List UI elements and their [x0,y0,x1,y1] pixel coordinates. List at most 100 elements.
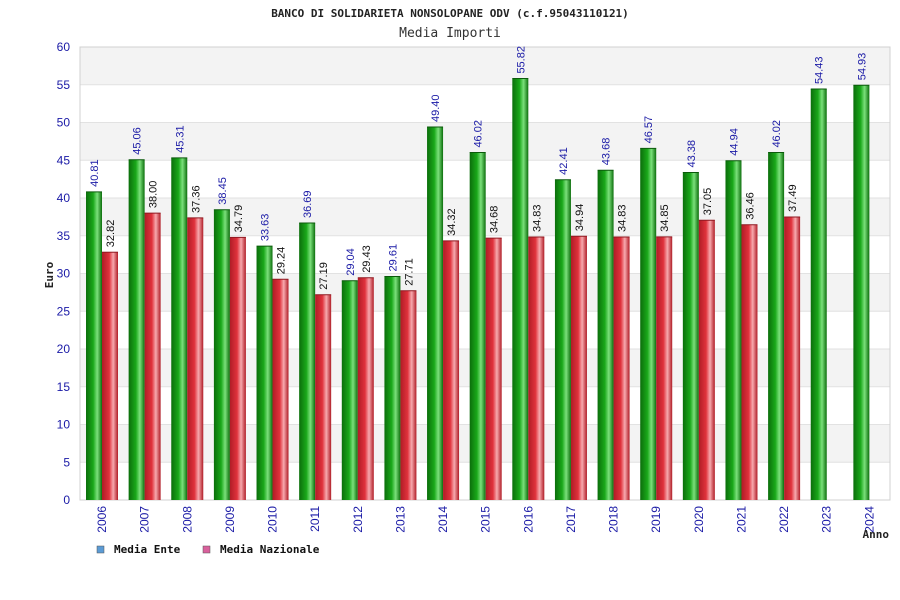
legend-label-media-ente: Media Ente [114,543,181,556]
bar-media-ente [810,89,827,500]
legend-swatch-media-ente [96,545,105,554]
x-tick-label: 2020 [692,506,706,533]
bar-media-ente [853,85,870,500]
x-tick-label: 2021 [734,506,748,533]
bar-media-ente [469,152,486,500]
data-label-media-nazionale: 34.83 [617,205,629,233]
data-label-media-nazionale: 34.85 [659,204,671,232]
data-label-media-nazionale: 38.00 [148,181,160,209]
y-tick-label: 15 [57,380,71,394]
x-tick-label: 2015 [479,506,493,533]
data-label-media-ente: 54.93 [856,53,868,81]
x-tick-label: 2024 [862,506,876,533]
bar-media-nazionale [485,238,502,500]
y-tick-label: 60 [57,40,71,54]
bar-media-nazionale [102,252,118,500]
grid-band [80,84,890,123]
data-label-media-ente: 43.38 [686,140,698,168]
data-label-media-nazionale: 34.79 [233,205,245,233]
y-tick-label: 10 [57,418,71,432]
x-tick-label: 2010 [266,506,280,533]
data-label-media-nazionale: 27.19 [318,262,330,290]
data-label-media-ente: 42.41 [558,147,570,175]
data-label-media-ente: 29.61 [387,244,399,272]
bar-media-nazionale [357,277,374,500]
y-tick-label: 25 [57,304,71,318]
data-label-media-ente: 49.40 [430,94,442,122]
data-label-media-ente: 44.94 [728,128,740,156]
chart-title: BANCO DI SOLIDARIETA NONSOLOPANE ODV (c.… [271,7,629,20]
bar-media-ente [86,191,102,500]
y-axis-label: Euro [43,261,56,288]
bar-media-ente [213,209,230,500]
data-label-media-ente: 29.04 [345,248,357,276]
y-axis-ticks: 0 5 10 15 20 25 30 35 40 45 50 55 60 [57,40,71,507]
y-tick-label: 30 [57,267,71,281]
data-label-media-ente: 46.57 [643,116,655,144]
data-label-media-nazionale: 29.43 [361,245,373,273]
y-tick-label: 0 [63,493,70,507]
data-label-media-ente: 46.02 [473,120,485,148]
bar-media-nazionale [528,237,545,500]
bar-media-ente [256,246,273,500]
y-tick-label: 35 [57,229,71,243]
bar-media-ente [384,276,401,500]
data-label-media-ente: 54.43 [814,57,826,85]
bar-media-ente [597,170,614,500]
data-label-media-ente: 36.69 [302,190,314,218]
data-label-media-ente: 55.82 [515,46,527,74]
bar-media-nazionale [698,220,715,500]
x-tick-label: 2006 [95,506,109,533]
x-tick-label: 2019 [649,506,663,533]
data-label-media-nazionale: 34.83 [531,205,543,233]
x-tick-label: 2008 [180,506,194,533]
bar-media-ente [682,172,699,500]
x-axis-label: Anno [863,528,890,541]
data-label-media-nazionale: 32.82 [105,220,117,248]
x-tick-label: 2022 [777,506,791,533]
x-tick-label: 2017 [564,506,578,533]
bar-media-nazionale [570,236,587,500]
bar-media-ente [640,148,657,501]
bars: 40.81 32.82 45.06 38.00 45.31 37.36 38.45 34.79… [86,46,870,501]
data-label-media-nazionale: 34.68 [489,206,501,234]
bar-media-nazionale [613,237,630,500]
x-tick-label: 2023 [820,506,834,533]
y-tick-label: 45 [57,153,71,167]
x-tick-label: 2007 [138,506,152,533]
y-tick-label: 40 [57,191,71,205]
data-label-media-nazionale: 36.46 [744,192,756,220]
data-label-media-ente: 33.63 [260,214,272,242]
data-label-media-nazionale: 34.94 [574,204,586,232]
legend-swatch-media-nazionale [202,545,211,554]
y-tick-label: 55 [57,78,71,92]
bar-media-ente [725,160,742,500]
x-axis-ticks: 2006 2007 2008 2009 2010 2011 2012 2013 2014 2015… [95,506,876,533]
x-tick-label: 2018 [607,506,621,533]
x-tick-label: 2013 [393,506,407,533]
data-label-media-nazionale: 34.32 [446,208,458,236]
x-tick-label: 2014 [436,506,450,533]
bar-media-nazionale [272,279,289,500]
grid-band [80,47,890,85]
data-label-media-ente: 46.02 [771,120,783,148]
bar-media-ente [427,127,444,500]
x-tick-label: 2012 [351,506,365,533]
bar-media-nazionale [187,217,204,500]
bar-media-nazionale [741,224,758,501]
data-label-media-ente: 43.68 [601,138,613,166]
bar-media-ente [554,179,571,500]
bar-media-nazionale [443,240,460,500]
bar-media-ente [341,280,358,500]
data-label-media-ente: 38.45 [217,177,229,205]
bar-media-ente [512,78,529,501]
data-label-media-nazionale: 29.24 [276,247,288,275]
bar-media-nazionale [400,290,417,500]
bar-media-nazionale [656,236,673,500]
bar-media-nazionale [315,294,332,500]
data-label-media-nazionale: 37.05 [702,188,714,216]
legend: Media Ente Media Nazionale [96,543,320,556]
y-tick-label: 50 [57,116,71,130]
legend-label-media-nazionale: Media Nazionale [220,543,320,556]
